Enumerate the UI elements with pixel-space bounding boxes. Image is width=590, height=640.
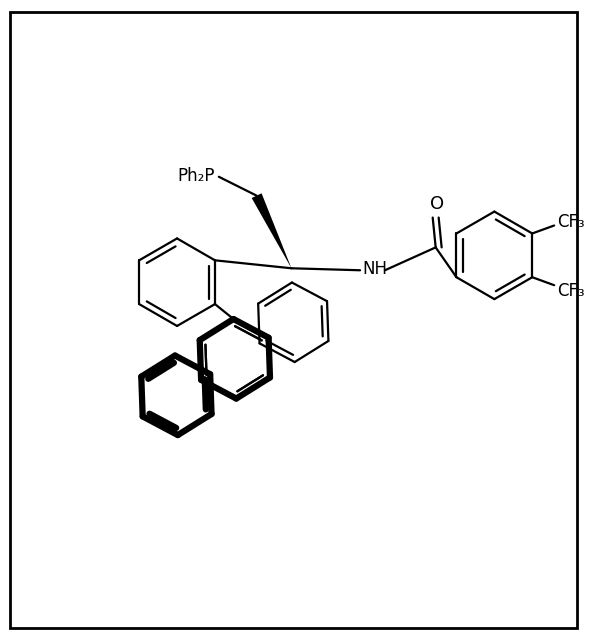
Polygon shape: [252, 193, 291, 268]
Text: CF₃: CF₃: [557, 212, 585, 230]
Text: O: O: [430, 195, 444, 212]
Text: NH: NH: [362, 260, 387, 278]
Text: Ph₂P: Ph₂P: [177, 167, 215, 185]
Text: CF₃: CF₃: [557, 282, 585, 300]
